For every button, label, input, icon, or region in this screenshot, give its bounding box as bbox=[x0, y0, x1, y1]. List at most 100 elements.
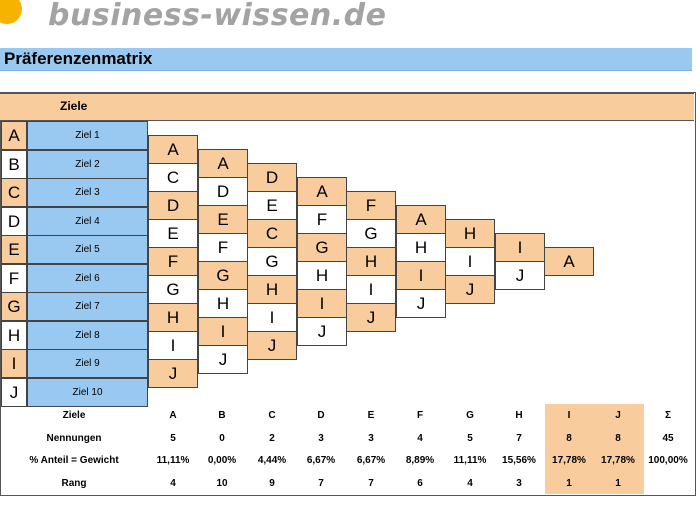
goal-letter: B bbox=[1, 150, 27, 179]
goal-letter: A bbox=[1, 121, 27, 150]
goal-name: Ziel 3 bbox=[27, 178, 148, 207]
matrix-cell[interactable]: D bbox=[198, 177, 248, 206]
summary-count: 4 bbox=[417, 432, 423, 444]
matrix-cell[interactable]: G bbox=[247, 247, 297, 276]
matrix-cell[interactable]: D bbox=[247, 163, 297, 192]
summary-row-label: % Anteil = Gewicht bbox=[29, 454, 119, 466]
matrix-cell[interactable]: H bbox=[445, 219, 495, 248]
summary-share: 17,78% bbox=[552, 454, 586, 466]
matrix-cell[interactable]: H bbox=[247, 275, 297, 304]
matrix-cell[interactable]: J bbox=[346, 303, 396, 332]
goal-name: Ziel 10 bbox=[27, 378, 148, 407]
goal-letter: H bbox=[1, 321, 27, 350]
summary-share: 0,00% bbox=[207, 454, 237, 466]
matrix-cell[interactable]: G bbox=[148, 275, 198, 304]
summary-count: 3 bbox=[368, 432, 374, 444]
matrix-cell[interactable]: H bbox=[198, 289, 248, 318]
summary-count: 8 bbox=[566, 432, 572, 444]
matrix-cell[interactable]: J bbox=[396, 289, 446, 318]
matrix-cell[interactable]: J bbox=[198, 345, 248, 374]
matrix-cell[interactable]: G bbox=[297, 233, 347, 262]
summary-goal: D bbox=[317, 409, 325, 421]
matrix-cell[interactable]: J bbox=[148, 359, 198, 388]
summary-row-label: Nennungen bbox=[46, 432, 102, 444]
matrix-cell[interactable]: C bbox=[148, 163, 198, 192]
matrix-cell[interactable]: J bbox=[495, 261, 545, 290]
summary-goal: I bbox=[567, 409, 571, 421]
summary-count: 7 bbox=[516, 432, 522, 444]
summary-count: 5 bbox=[170, 432, 176, 444]
goal-name: Ziel 9 bbox=[27, 349, 148, 378]
goal-name: Ziel 6 bbox=[27, 264, 148, 293]
summary-row-label: Ziele bbox=[62, 409, 86, 421]
summary-total-count: 45 bbox=[662, 432, 674, 444]
summary-goal: A bbox=[169, 409, 177, 421]
logo-sun-icon bbox=[0, 0, 22, 24]
goal-letter: D bbox=[1, 207, 27, 236]
goal-name: Ziel 8 bbox=[27, 321, 148, 350]
matrix-cell[interactable]: J bbox=[247, 331, 297, 360]
summary-goal: C bbox=[268, 409, 276, 421]
matrix-cell[interactable]: E bbox=[247, 191, 297, 220]
page-title: Präferenzenmatrix bbox=[4, 49, 153, 68]
matrix-cell[interactable]: A bbox=[148, 135, 198, 164]
matrix-cell[interactable]: E bbox=[198, 205, 248, 234]
summary-goal: H bbox=[515, 409, 523, 421]
matrix-cell[interactable]: I bbox=[396, 261, 446, 290]
summary-share: 4,44% bbox=[257, 454, 287, 466]
ziele-header-bar: Ziele bbox=[0, 93, 694, 121]
summary-count: 3 bbox=[318, 432, 324, 444]
top-rank-highlight bbox=[545, 404, 644, 494]
summary-rank: 7 bbox=[368, 477, 374, 489]
matrix-cell[interactable]: I bbox=[495, 233, 545, 262]
matrix-cell[interactable]: A bbox=[198, 149, 248, 178]
goal-name: Ziel 2 bbox=[27, 150, 148, 179]
matrix-cell[interactable]: F bbox=[346, 191, 396, 220]
matrix-cell[interactable]: H bbox=[396, 233, 446, 262]
summary-share: 6,67% bbox=[306, 454, 336, 466]
summary-goal: G bbox=[466, 409, 474, 421]
summary-count: 8 bbox=[615, 432, 621, 444]
matrix-cell[interactable]: H bbox=[148, 303, 198, 332]
summary-rank: 9 bbox=[269, 477, 275, 489]
summary-goal: F bbox=[416, 409, 424, 421]
matrix-cell[interactable]: H bbox=[297, 261, 347, 290]
matrix-cell[interactable]: A bbox=[297, 177, 347, 206]
matrix-cell[interactable]: A bbox=[396, 205, 446, 234]
matrix-cell[interactable]: G bbox=[198, 261, 248, 290]
ziele-header-label: Ziele bbox=[60, 99, 88, 113]
matrix-cell[interactable]: I bbox=[198, 317, 248, 346]
title-bar: Präferenzenmatrix bbox=[0, 48, 692, 71]
matrix-cell[interactable]: A bbox=[544, 247, 594, 276]
matrix-cell[interactable]: I bbox=[445, 247, 495, 276]
summary-count: 0 bbox=[219, 432, 225, 444]
matrix-cell[interactable]: F bbox=[148, 247, 198, 276]
summary-rank: 4 bbox=[467, 477, 473, 489]
goal-letter: J bbox=[1, 378, 27, 407]
summary-share: 6,67% bbox=[356, 454, 386, 466]
goal-letter: C bbox=[1, 178, 27, 207]
summary-count: 5 bbox=[467, 432, 473, 444]
goal-letter: G bbox=[1, 292, 27, 321]
matrix-cell[interactable]: I bbox=[247, 303, 297, 332]
summary-rank: 7 bbox=[318, 477, 324, 489]
summary-goal: J bbox=[615, 409, 621, 421]
logo-text[interactable]: business-wissen.de bbox=[48, 0, 387, 33]
matrix-cell[interactable]: C bbox=[247, 219, 297, 248]
matrix-cell[interactable]: D bbox=[148, 191, 198, 220]
matrix-cell[interactable]: I bbox=[148, 331, 198, 360]
matrix-cell[interactable]: H bbox=[346, 247, 396, 276]
matrix-cell[interactable]: I bbox=[297, 289, 347, 318]
summary-rank: 1 bbox=[615, 477, 621, 489]
matrix-cell[interactable]: I bbox=[346, 275, 396, 304]
goal-name: Ziel 4 bbox=[27, 207, 148, 236]
matrix-cell[interactable]: F bbox=[198, 233, 248, 262]
matrix-cell[interactable]: J bbox=[297, 317, 347, 346]
summary-rank: 6 bbox=[417, 477, 423, 489]
matrix-cell[interactable]: E bbox=[148, 219, 198, 248]
summary-share: 11,11% bbox=[453, 454, 487, 466]
goal-letter: E bbox=[1, 235, 27, 264]
matrix-cell[interactable]: J bbox=[445, 275, 495, 304]
matrix-cell[interactable]: G bbox=[346, 219, 396, 248]
matrix-cell[interactable]: F bbox=[297, 205, 347, 234]
